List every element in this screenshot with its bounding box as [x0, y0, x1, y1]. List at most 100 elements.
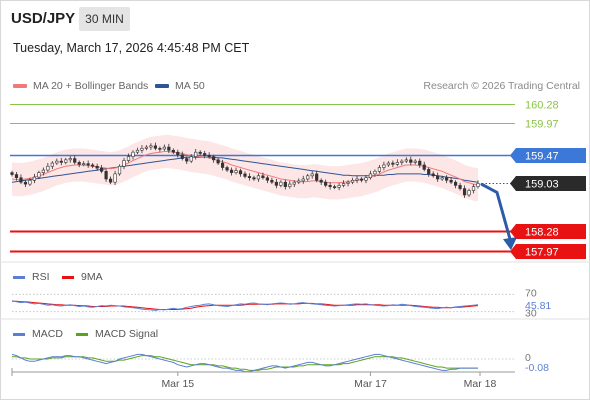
candle-body — [243, 173, 247, 177]
legend-rsi: RSI — [13, 271, 50, 283]
rsi-label: RSI — [32, 271, 50, 283]
candle-body — [59, 160, 63, 163]
timestamp: Tuesday, March 17, 2026 4:45:48 PM CET — [13, 41, 250, 55]
support-tag-5 — [516, 244, 586, 259]
candle-body — [319, 179, 323, 183]
support-tag-pointer-5 — [510, 244, 516, 259]
candle-body — [225, 167, 229, 171]
candle-body — [73, 158, 77, 163]
candles-group — [10, 142, 480, 198]
support-label-5: 157.97 — [525, 247, 559, 259]
rsi-ma-label: 9MA — [81, 271, 103, 283]
candle-body — [427, 169, 431, 175]
candle-body — [23, 181, 28, 185]
macd-last-value: -0.08 — [525, 362, 549, 374]
candle-body — [310, 173, 314, 177]
candle-body — [171, 149, 175, 153]
symbol-title: USD/JPY — [11, 10, 76, 27]
legend-ma20: MA 20 + Bollinger Bands — [13, 80, 148, 92]
candle-body — [32, 176, 37, 181]
candle-body — [306, 175, 310, 180]
candle-body — [274, 181, 278, 186]
candle-body — [234, 170, 238, 173]
candle-body — [10, 172, 14, 175]
candle-body — [41, 169, 45, 173]
candle-body — [328, 185, 332, 187]
candle-body — [100, 167, 104, 172]
candle-body — [333, 186, 337, 188]
candle-body — [283, 181, 287, 187]
candle-body — [247, 176, 252, 179]
candle-body — [400, 160, 404, 163]
candle-body — [149, 145, 153, 148]
candle-body — [409, 159, 413, 163]
candle-body — [297, 180, 301, 183]
forecast-arrow-head — [503, 237, 517, 251]
support-tag-pointer-4 — [510, 224, 516, 239]
candle-body — [117, 165, 122, 175]
candle-body — [346, 181, 350, 184]
forecast-arrow-shaft — [480, 182, 512, 241]
candle-body — [207, 155, 211, 157]
candle-body — [189, 156, 193, 162]
candle-body — [270, 179, 274, 183]
support-tag-4 — [516, 224, 586, 239]
candle-body — [301, 178, 305, 182]
candle-body — [386, 162, 390, 166]
timeframe-badge[interactable]: 30 MIN — [79, 7, 130, 31]
candle-body — [162, 146, 166, 150]
candle-body — [212, 156, 216, 161]
candle-body — [131, 151, 135, 157]
candle-body — [46, 165, 50, 171]
candle-body — [91, 164, 95, 167]
candle-body — [364, 177, 368, 181]
rsi-last-value: 45.81 — [525, 300, 551, 312]
candle-body — [292, 181, 296, 185]
candle-body — [279, 181, 283, 186]
candle-body — [50, 162, 54, 167]
candle-body — [368, 173, 373, 179]
candle-body — [373, 171, 377, 175]
pivot-label-2: 159.47 — [525, 151, 559, 163]
resistance-label-0: 160.28 — [525, 100, 559, 112]
candle-body — [431, 173, 435, 177]
candle-body — [377, 167, 382, 172]
candle-body — [108, 178, 113, 183]
candle-body — [341, 183, 346, 186]
candle-body — [391, 162, 395, 165]
candle-body — [324, 181, 328, 186]
candle-body — [395, 162, 399, 165]
ma50-line — [11, 156, 479, 183]
candle-body — [82, 163, 86, 165]
ma20-line — [11, 151, 479, 186]
current-tag-pointer-3 — [510, 176, 516, 191]
candle-body — [359, 178, 364, 181]
candle-body — [122, 160, 126, 167]
ma50-swatch — [155, 84, 169, 89]
candle-body — [256, 175, 261, 180]
candle-body — [64, 159, 68, 163]
pivot-tag-2 — [516, 148, 586, 163]
candle-body — [404, 159, 408, 162]
candle-body — [176, 151, 180, 156]
candle-body — [288, 183, 292, 187]
candle-body — [476, 183, 480, 187]
x-tick-label-2: Mar 18 — [464, 378, 497, 390]
x-tick-label-1: Mar 17 — [354, 378, 387, 390]
macd-signal-swatch — [76, 332, 88, 336]
candle-body — [158, 148, 162, 150]
candle-body — [382, 164, 386, 168]
candle-body — [144, 146, 149, 149]
candle-body — [14, 174, 19, 179]
candle-body — [440, 177, 444, 180]
rsi-line — [11, 300, 479, 311]
candle-body — [238, 170, 243, 175]
candle-body — [203, 153, 207, 156]
candle-body — [216, 159, 220, 164]
legend-ma50: MA 50 — [155, 80, 205, 92]
candle-body — [265, 177, 270, 181]
candle-body — [467, 190, 471, 196]
legend-macd: MACD — [13, 328, 63, 340]
candle-body — [436, 175, 440, 180]
